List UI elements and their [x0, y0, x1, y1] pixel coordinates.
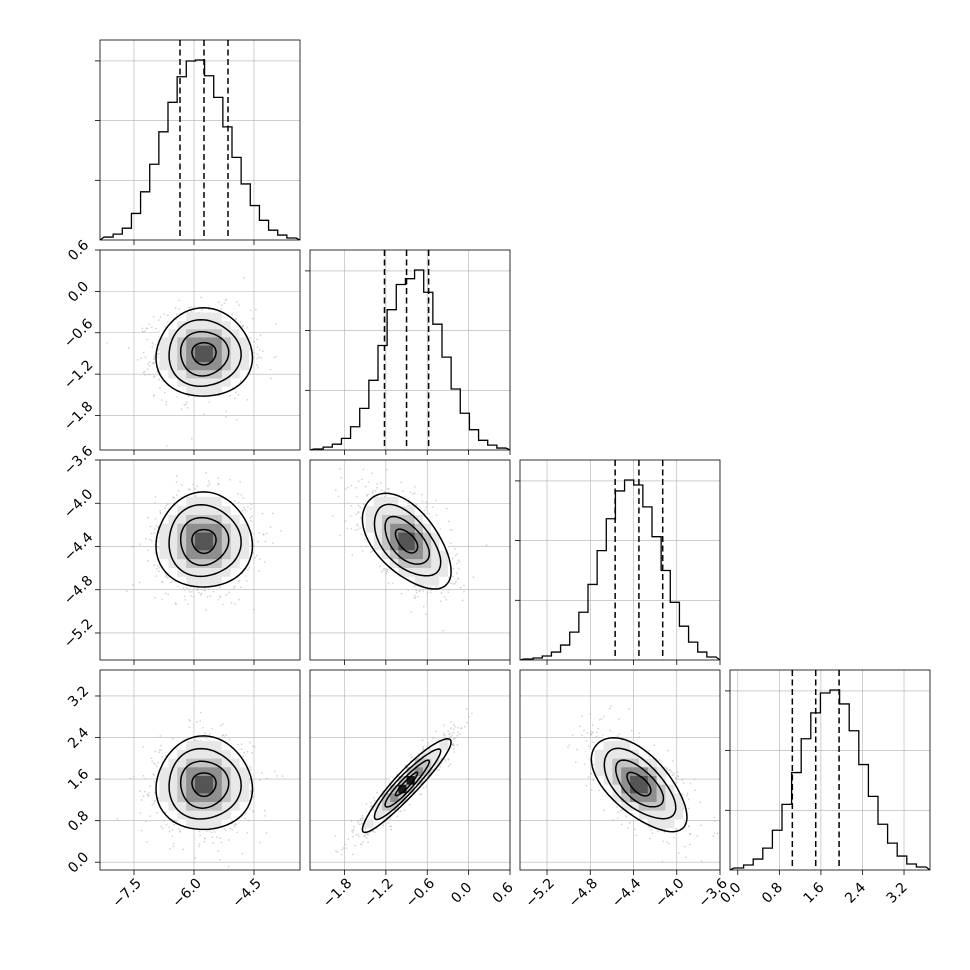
y-tick-label: 0.8 [65, 808, 92, 835]
x-tick-label: 0.0 [448, 880, 475, 907]
density-cells [159, 740, 249, 829]
y-tick-label: −4.0 [61, 486, 96, 521]
x-tick-label: −7.5 [109, 875, 144, 910]
y-tick-label: −3.6 [61, 443, 96, 478]
contour-line [168, 504, 242, 578]
density-cells [585, 732, 693, 837]
x-tick-label: −4.5 [229, 875, 264, 910]
panel-2-0: −5.2 −4.8 −4.4 −4.0 −3.6 [61, 443, 301, 665]
panel-frame [99, 249, 301, 451]
y-tick-label: −4.4 [61, 529, 96, 564]
y-tick-label: −5.2 [61, 616, 96, 651]
panel-2-2 [515, 459, 721, 665]
histogram-1 [310, 269, 510, 450]
contour-line [373, 748, 442, 821]
panel-3-1: −1.8 −1.2 −0.6 0.0 0.6 [309, 669, 517, 911]
y-tick-label: 1.6 [65, 766, 92, 793]
panel-3-0: 0.0 0.8 1.6 2.4 3.2 −7.5 −6.0 −4.5 [65, 669, 301, 911]
density-cells [365, 740, 448, 829]
contour-line [384, 759, 431, 808]
panel-frame [519, 669, 721, 871]
contour-line [155, 307, 254, 397]
contour-line [179, 330, 230, 377]
panel-frame [99, 39, 301, 241]
x-tick-label: −0.6 [403, 875, 438, 910]
contour-line [191, 772, 217, 798]
x-tick-label: −4.8 [566, 875, 601, 910]
x-tick-label: −4.0 [652, 875, 687, 910]
x-tick-label: −4.4 [609, 875, 644, 910]
contour-line [615, 759, 665, 808]
y-tick-label: 3.2 [65, 683, 92, 710]
panel-frame [99, 669, 301, 871]
contour-line [394, 771, 419, 797]
histogram-0 [100, 59, 300, 240]
contour-line [394, 528, 419, 554]
panel-1-0: −1.8 −1.2 −0.6 0.0 0.6 [61, 237, 301, 455]
density-cells [159, 496, 249, 586]
y-tick-label: 0.6 [65, 237, 92, 264]
panel-frame [309, 249, 511, 451]
contour-line [590, 737, 688, 833]
y-tick-label: −1.2 [61, 357, 96, 392]
histogram-3 [730, 689, 930, 870]
x-tick-label: −1.2 [361, 875, 396, 910]
contour-line [179, 516, 230, 567]
contour-line [373, 503, 442, 577]
contour-line [179, 760, 230, 809]
contour-line [626, 771, 652, 797]
contour-line [361, 492, 452, 590]
contour-line [361, 738, 452, 834]
x-tick-label: −6.0 [169, 875, 204, 910]
y-tick-label: −0.6 [61, 316, 96, 351]
contour-line [603, 747, 677, 820]
contour-line [191, 342, 217, 366]
contour-line [155, 735, 254, 831]
panel-frame [99, 459, 301, 661]
x-tick-label: −1.8 [320, 875, 355, 910]
y-tick-label: −4.8 [61, 573, 96, 608]
panel-0-0 [95, 39, 301, 245]
contour-line [384, 515, 431, 565]
panel-frame [519, 459, 721, 661]
x-tick-label: −5.2 [523, 875, 558, 910]
y-tick-label: −1.8 [61, 399, 96, 434]
contour-line [168, 318, 242, 387]
panel-frame [309, 669, 511, 871]
x-tick-label: 0.6 [490, 880, 517, 907]
panel-2-1 [309, 459, 511, 665]
x-tick-label: 2.4 [842, 880, 869, 907]
histogram-2 [520, 479, 720, 660]
panel-frame [729, 669, 931, 871]
y-tick-label: 0.0 [65, 849, 92, 876]
contour-line [168, 747, 242, 820]
panel-1-1 [305, 249, 511, 455]
x-tick-label: 1.6 [801, 880, 828, 907]
y-tick-label: 0.0 [65, 279, 92, 306]
panel-3-3: 0.0 0.8 1.6 2.4 3.2 [717, 669, 931, 907]
panel-frame [309, 459, 511, 661]
contour-line [191, 528, 217, 555]
density-cells [159, 312, 249, 395]
y-tick-label: 2.4 [65, 725, 92, 752]
contour-line [155, 491, 254, 588]
panel-3-2: −5.2 −4.8 −4.4 −4.0 −3.6 [519, 669, 731, 911]
x-tick-label: 0.8 [759, 880, 786, 907]
x-tick-label: 3.2 [884, 880, 911, 907]
